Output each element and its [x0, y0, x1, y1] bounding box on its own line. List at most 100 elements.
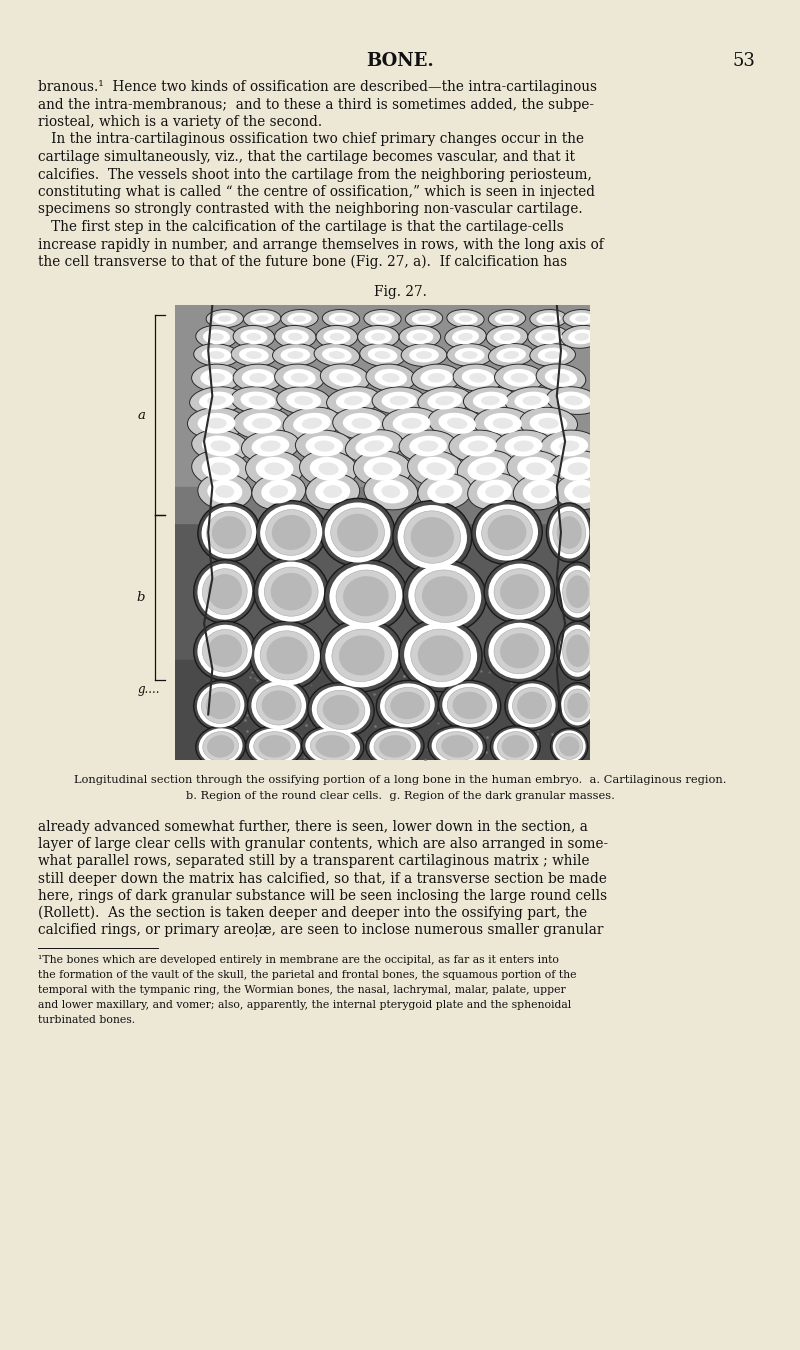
- Ellipse shape: [366, 726, 424, 767]
- Ellipse shape: [371, 333, 386, 340]
- Ellipse shape: [329, 351, 345, 359]
- Ellipse shape: [549, 506, 590, 559]
- Ellipse shape: [507, 451, 565, 487]
- Ellipse shape: [210, 333, 224, 340]
- Ellipse shape: [508, 683, 556, 728]
- Ellipse shape: [202, 347, 231, 363]
- Ellipse shape: [485, 485, 504, 498]
- Text: and lower maxillary, and vomer; also, apparently, the internal pterygoid plate a: and lower maxillary, and vomer; also, ap…: [38, 1000, 571, 1010]
- Ellipse shape: [418, 316, 430, 321]
- Ellipse shape: [242, 429, 299, 462]
- Ellipse shape: [358, 325, 399, 348]
- Ellipse shape: [194, 621, 256, 680]
- Ellipse shape: [445, 325, 486, 348]
- Ellipse shape: [468, 440, 488, 452]
- Ellipse shape: [380, 683, 434, 728]
- Ellipse shape: [468, 474, 522, 510]
- Ellipse shape: [404, 510, 461, 563]
- Ellipse shape: [447, 309, 484, 328]
- Ellipse shape: [428, 406, 486, 440]
- Ellipse shape: [196, 726, 246, 767]
- Ellipse shape: [254, 732, 295, 761]
- Ellipse shape: [374, 732, 416, 761]
- Text: a: a: [138, 409, 146, 421]
- Ellipse shape: [561, 325, 602, 348]
- Ellipse shape: [265, 463, 285, 475]
- Ellipse shape: [241, 392, 275, 409]
- Ellipse shape: [564, 396, 583, 405]
- Ellipse shape: [546, 386, 600, 414]
- Ellipse shape: [500, 333, 514, 340]
- Ellipse shape: [489, 622, 550, 679]
- Ellipse shape: [501, 316, 514, 321]
- Ellipse shape: [536, 364, 586, 391]
- Ellipse shape: [320, 498, 395, 567]
- Ellipse shape: [514, 440, 534, 452]
- Ellipse shape: [202, 506, 256, 559]
- Ellipse shape: [287, 313, 312, 324]
- Ellipse shape: [422, 576, 467, 616]
- Ellipse shape: [368, 347, 398, 363]
- Ellipse shape: [209, 351, 225, 359]
- Ellipse shape: [246, 726, 304, 767]
- Ellipse shape: [408, 564, 482, 628]
- Ellipse shape: [315, 479, 350, 504]
- Ellipse shape: [418, 456, 455, 481]
- Text: what parallel rows, separated still by a transparent cartilaginous matrix ; whil: what parallel rows, separated still by a…: [38, 855, 590, 868]
- Ellipse shape: [427, 479, 462, 504]
- Ellipse shape: [545, 369, 577, 387]
- Ellipse shape: [572, 485, 591, 498]
- Ellipse shape: [418, 636, 463, 675]
- Ellipse shape: [337, 373, 354, 382]
- Ellipse shape: [258, 562, 324, 622]
- Ellipse shape: [476, 462, 496, 475]
- Text: layer of large clear cells with granular contents, which are also arranged in so: layer of large clear cells with granular…: [38, 837, 608, 852]
- Ellipse shape: [500, 633, 539, 668]
- Ellipse shape: [553, 512, 586, 553]
- Ellipse shape: [215, 485, 234, 498]
- Ellipse shape: [526, 463, 546, 475]
- Text: increase rapidly in number, and arrange themselves in rows, with the long axis o: increase rapidly in number, and arrange …: [38, 238, 604, 251]
- Ellipse shape: [447, 687, 492, 724]
- Ellipse shape: [379, 736, 411, 757]
- Ellipse shape: [435, 396, 454, 405]
- Ellipse shape: [453, 364, 503, 391]
- Ellipse shape: [426, 462, 446, 475]
- Ellipse shape: [505, 387, 559, 414]
- Ellipse shape: [416, 351, 432, 359]
- Ellipse shape: [194, 560, 256, 624]
- Ellipse shape: [283, 408, 341, 440]
- Ellipse shape: [210, 440, 230, 452]
- Ellipse shape: [559, 683, 596, 728]
- Ellipse shape: [554, 474, 609, 510]
- Ellipse shape: [295, 431, 354, 462]
- Ellipse shape: [207, 479, 242, 504]
- Ellipse shape: [198, 413, 235, 433]
- Text: ¹The bones which are developed entirely in membrane are the occipital, as far as: ¹The bones which are developed entirely …: [38, 954, 559, 965]
- Ellipse shape: [198, 504, 260, 562]
- Ellipse shape: [286, 392, 321, 409]
- Ellipse shape: [344, 396, 363, 405]
- Ellipse shape: [266, 637, 307, 674]
- Ellipse shape: [538, 417, 558, 429]
- Ellipse shape: [559, 566, 596, 618]
- Ellipse shape: [249, 396, 267, 405]
- Text: and the intra-membranous;  and to these a third is sometimes added, the subpe-: and the intra-membranous; and to these a…: [38, 97, 594, 112]
- Ellipse shape: [282, 329, 309, 344]
- Ellipse shape: [556, 733, 582, 760]
- Ellipse shape: [562, 570, 593, 613]
- Ellipse shape: [198, 728, 242, 764]
- Ellipse shape: [540, 431, 598, 462]
- Ellipse shape: [382, 392, 417, 409]
- Ellipse shape: [202, 732, 238, 761]
- Ellipse shape: [494, 568, 545, 614]
- Ellipse shape: [452, 329, 479, 344]
- Ellipse shape: [435, 485, 454, 498]
- Ellipse shape: [407, 451, 466, 487]
- Ellipse shape: [334, 316, 347, 321]
- Ellipse shape: [260, 630, 314, 680]
- Ellipse shape: [290, 373, 308, 382]
- Ellipse shape: [542, 316, 555, 321]
- Ellipse shape: [372, 387, 426, 414]
- Ellipse shape: [343, 413, 381, 433]
